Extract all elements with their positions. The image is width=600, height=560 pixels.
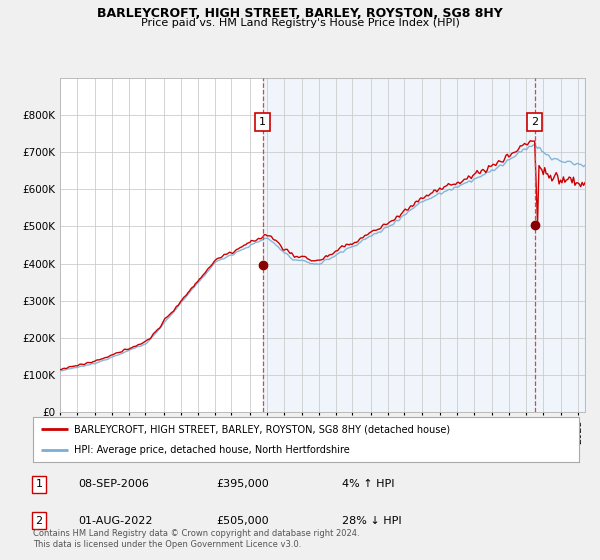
Text: Price paid vs. HM Land Registry's House Price Index (HPI): Price paid vs. HM Land Registry's House …	[140, 18, 460, 28]
Text: BARLEYCROFT, HIGH STREET, BARLEY, ROYSTON, SG8 8HY (detached house): BARLEYCROFT, HIGH STREET, BARLEY, ROYSTO…	[74, 424, 450, 435]
Text: 2: 2	[35, 516, 43, 526]
Text: 2: 2	[531, 116, 538, 127]
Text: 01-AUG-2022: 01-AUG-2022	[78, 516, 152, 526]
Text: HPI: Average price, detached house, North Hertfordshire: HPI: Average price, detached house, Nort…	[74, 445, 350, 455]
Text: 4% ↑ HPI: 4% ↑ HPI	[342, 479, 395, 489]
Text: 1: 1	[35, 479, 43, 489]
Text: BARLEYCROFT, HIGH STREET, BARLEY, ROYSTON, SG8 8HY: BARLEYCROFT, HIGH STREET, BARLEY, ROYSTO…	[97, 7, 503, 20]
Text: £395,000: £395,000	[216, 479, 269, 489]
Text: 1: 1	[259, 116, 266, 127]
Text: Contains HM Land Registry data © Crown copyright and database right 2024.
This d: Contains HM Land Registry data © Crown c…	[33, 529, 359, 549]
Text: 28% ↓ HPI: 28% ↓ HPI	[342, 516, 401, 526]
Text: 08-SEP-2006: 08-SEP-2006	[78, 479, 149, 489]
Text: £505,000: £505,000	[216, 516, 269, 526]
Bar	[263, 78, 585, 412]
